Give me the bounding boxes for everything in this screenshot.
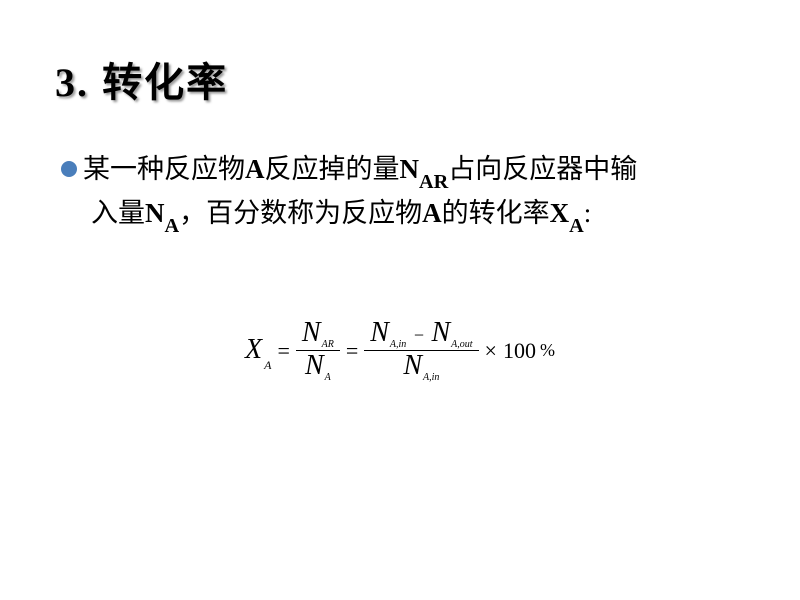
- eq-equals-2: =: [344, 338, 360, 364]
- body-mid2b: 的转化率: [442, 198, 550, 228]
- eq-equals-1: =: [275, 338, 291, 364]
- title-text: 转化率: [102, 61, 228, 105]
- eq-f2-bot-N: N: [403, 350, 422, 381]
- slide-title: 3. 转化率: [55, 50, 745, 108]
- eq-f1-top-sub: AR: [322, 339, 334, 350]
- body-mid2: ，百分数称为反应物: [179, 198, 422, 228]
- eq-f1-bot-sub: A: [325, 372, 331, 383]
- body-sub-AR: AR: [419, 171, 448, 193]
- body-pre1: 某一种反应物: [83, 154, 245, 184]
- body-sub-A: A: [165, 215, 180, 237]
- eq-X-sub: A: [264, 358, 271, 372]
- body-N-2: N: [145, 198, 165, 228]
- eq-times: ×: [483, 338, 499, 364]
- body-mid1: 反应掉的量: [265, 154, 400, 184]
- body-paragraph: 某一种反应物A反应掉的量NAR占向反应器中输 入量NA，百分数称为反应物A的转化…: [55, 150, 745, 238]
- eq-f2-top-N1: N: [370, 317, 389, 348]
- bullet-icon: [61, 161, 77, 177]
- eq-frac1: NAR NA: [296, 318, 340, 385]
- eq-percent: %: [540, 340, 555, 361]
- body-A-1: A: [245, 154, 265, 184]
- equation: XA = NAR NA = NA,in − NA,out NA,in: [55, 318, 745, 385]
- body-X: X: [550, 198, 570, 228]
- eq-X: X: [245, 334, 262, 365]
- eq-f1-top-N: N: [302, 317, 321, 348]
- body-tail: :: [584, 198, 592, 228]
- body-A-2: A: [422, 198, 442, 228]
- eq-f2-top-sub1: A,in: [390, 339, 406, 350]
- body-N-1: N: [400, 154, 420, 184]
- body-sub-A2: A: [569, 215, 584, 237]
- eq-f2-top-sub2: A,out: [451, 339, 472, 350]
- eq-frac2: NA,in − NA,out NA,in: [364, 318, 478, 385]
- eq-hundred: 100: [503, 338, 536, 364]
- slide: 3. 转化率 某一种反应物A反应掉的量NAR占向反应器中输 入量NA，百分数称为…: [0, 0, 800, 600]
- eq-f1-bot-N: N: [305, 350, 324, 381]
- eq-f2-top-N2: N: [431, 317, 450, 348]
- body-pre2: 入量: [91, 198, 145, 228]
- body-post1: 占向反应器中输: [448, 154, 637, 184]
- title-number: 3.: [55, 60, 89, 105]
- eq-minus: −: [412, 325, 426, 345]
- eq-f2-bot-sub: A,in: [423, 372, 439, 383]
